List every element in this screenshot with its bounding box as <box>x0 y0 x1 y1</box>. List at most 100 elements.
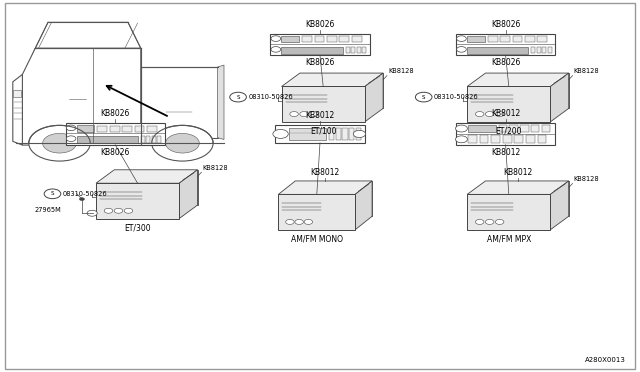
Bar <box>13 90 21 97</box>
Circle shape <box>295 219 303 224</box>
Text: KB8128: KB8128 <box>574 176 600 182</box>
Bar <box>520 125 529 132</box>
Bar <box>147 136 150 142</box>
Bar <box>270 34 370 55</box>
Bar <box>356 128 361 140</box>
Bar <box>467 194 550 230</box>
Circle shape <box>273 129 288 138</box>
Polygon shape <box>141 67 218 138</box>
Text: KB8012: KB8012 <box>310 168 340 177</box>
Circle shape <box>271 46 281 52</box>
Text: S: S <box>51 191 54 196</box>
Text: AM/FM MPX: AM/FM MPX <box>486 234 531 243</box>
Text: 27965M: 27965M <box>34 207 61 213</box>
Bar <box>468 125 496 132</box>
Text: KB8026: KB8026 <box>305 58 335 67</box>
Circle shape <box>29 125 90 161</box>
Bar <box>109 126 120 132</box>
Bar <box>278 194 355 230</box>
Polygon shape <box>365 73 383 122</box>
Polygon shape <box>550 181 569 230</box>
Polygon shape <box>300 73 383 108</box>
Polygon shape <box>282 73 383 86</box>
Circle shape <box>66 136 76 141</box>
Text: ET/200: ET/200 <box>495 126 522 135</box>
Bar <box>342 128 348 140</box>
Bar <box>456 34 556 55</box>
Polygon shape <box>22 48 141 145</box>
Bar <box>351 47 355 53</box>
Circle shape <box>152 125 213 161</box>
Bar <box>282 86 365 122</box>
Bar <box>491 135 500 143</box>
Bar <box>314 36 324 42</box>
Bar <box>65 123 165 145</box>
Circle shape <box>290 112 298 116</box>
Bar <box>96 183 179 218</box>
Text: S: S <box>422 94 426 100</box>
Bar <box>282 46 343 54</box>
Circle shape <box>230 92 246 102</box>
Text: KB8026: KB8026 <box>491 20 520 29</box>
Bar <box>356 47 361 53</box>
Circle shape <box>166 134 199 153</box>
Circle shape <box>104 208 113 213</box>
Text: ET/300: ET/300 <box>124 223 151 232</box>
Polygon shape <box>115 170 198 205</box>
Bar <box>500 36 510 42</box>
Bar <box>479 135 488 143</box>
Bar <box>468 135 477 143</box>
Circle shape <box>44 189 61 199</box>
Bar <box>147 126 157 132</box>
Bar <box>77 125 94 132</box>
Circle shape <box>495 112 504 116</box>
Bar <box>513 36 522 42</box>
Bar <box>152 136 156 142</box>
Polygon shape <box>467 181 569 194</box>
Bar <box>531 47 535 53</box>
Bar <box>525 36 535 42</box>
Text: KB8026: KB8026 <box>491 58 520 67</box>
Bar <box>362 47 366 53</box>
Text: KB8012: KB8012 <box>305 111 335 120</box>
Text: KB8128: KB8128 <box>574 68 600 74</box>
Polygon shape <box>218 65 224 140</box>
Circle shape <box>456 125 467 132</box>
Bar <box>282 36 299 42</box>
Bar <box>97 126 108 132</box>
Bar <box>537 47 541 53</box>
Circle shape <box>485 112 494 116</box>
Bar <box>538 135 547 143</box>
Text: AM/FM MONO: AM/FM MONO <box>291 234 343 243</box>
Text: 08310-50826: 08310-50826 <box>248 94 293 100</box>
Bar <box>134 126 145 132</box>
Bar <box>526 135 535 143</box>
Text: KB8012: KB8012 <box>503 168 532 177</box>
Bar <box>509 125 518 132</box>
Bar <box>499 125 507 132</box>
Text: KB8128: KB8128 <box>203 165 228 171</box>
Bar <box>467 86 550 122</box>
Bar <box>329 128 334 140</box>
Text: KB8012: KB8012 <box>491 109 520 118</box>
Polygon shape <box>486 73 569 108</box>
Circle shape <box>79 198 84 201</box>
Circle shape <box>476 219 484 224</box>
Circle shape <box>285 219 294 224</box>
Bar <box>531 125 540 132</box>
Text: A280X0013: A280X0013 <box>585 357 626 363</box>
Text: S: S <box>236 94 240 100</box>
Text: ET/100: ET/100 <box>310 126 337 135</box>
Bar <box>349 128 355 140</box>
Bar <box>538 36 547 42</box>
Bar <box>488 36 498 42</box>
Polygon shape <box>486 181 569 216</box>
Bar <box>327 36 337 42</box>
Bar <box>515 135 524 143</box>
Bar <box>289 128 326 140</box>
Polygon shape <box>35 22 141 48</box>
Bar <box>157 136 161 142</box>
Polygon shape <box>550 73 569 122</box>
Circle shape <box>114 208 123 213</box>
Text: 08310-50826: 08310-50826 <box>63 191 108 197</box>
